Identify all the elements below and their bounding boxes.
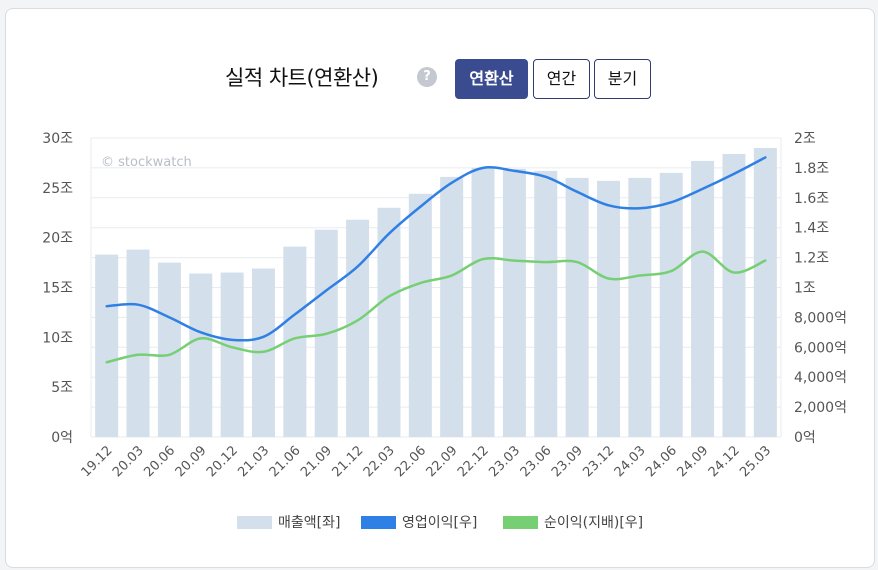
left-tick-label: 30조 [42, 131, 73, 147]
x-tick-label: 23.09 [549, 443, 586, 480]
x-tick-label: 21.03 [235, 443, 272, 480]
x-tick-label: 22.06 [392, 443, 429, 480]
x-tick-label: 20.09 [173, 443, 210, 480]
revenue-bar[interactable] [565, 177, 589, 437]
left-tick-label: 10조 [42, 330, 73, 346]
revenue-bar[interactable] [440, 176, 464, 437]
legend-label[interactable]: 순이익(지배)[우] [544, 515, 643, 531]
annualized-button[interactable]: 연환산 [455, 59, 528, 99]
operating-profit-line[interactable] [105, 156, 767, 342]
revenue-bar[interactable] [283, 246, 307, 437]
revenue-bar[interactable] [408, 193, 432, 437]
revenue-bar[interactable] [502, 168, 526, 437]
legend: 매출액[좌] 영업이익[우] 순이익(지배)[우] [237, 515, 643, 531]
x-tick-label: 22.12 [455, 443, 492, 480]
x-tick-label: 21.12 [329, 443, 366, 480]
right-tick-label: 2,000억 [794, 400, 847, 416]
x-tick-label: 20.06 [141, 443, 178, 480]
line-series [105, 156, 767, 364]
right-tick-label: 6,000억 [794, 340, 847, 356]
left-tick-label: 15조 [42, 281, 73, 297]
revenue-bar[interactable] [471, 167, 495, 437]
revenue-bar[interactable] [126, 249, 150, 437]
legend-label[interactable]: 매출액[좌] [278, 515, 340, 531]
help-icon[interactable]: ? [417, 67, 437, 87]
right-tick-label: 1.8조 [794, 161, 829, 177]
revenue-bars [95, 147, 777, 438]
revenue-bar[interactable] [220, 272, 244, 437]
x-tick-label: 23.03 [486, 443, 523, 480]
x-axis-labels: 19.1220.0320.0620.0920.1221.0321.0621.09… [79, 443, 775, 480]
x-tick-label: 21.06 [267, 443, 304, 480]
right-tick-label: 1.6조 [794, 191, 829, 207]
revenue-bar[interactable] [534, 170, 558, 437]
net-income-line[interactable] [105, 250, 767, 364]
right-tick-label: 1조 [794, 281, 816, 297]
x-tick-label: 20.12 [204, 443, 241, 480]
revenue-bar[interactable] [659, 172, 683, 437]
legend-swatch [361, 516, 396, 529]
left-tick-label: 25조 [42, 181, 73, 197]
revenue-bar[interactable] [157, 262, 181, 437]
right-tick-label: 1.2조 [794, 251, 829, 267]
annual-button[interactable]: 연간 [533, 59, 590, 99]
x-tick-label: 23.12 [580, 443, 617, 480]
x-tick-label: 21.09 [298, 443, 335, 480]
legend-label[interactable]: 영업이익[우] [402, 515, 477, 531]
x-tick-label: 23.06 [518, 443, 555, 480]
revenue-bar[interactable] [189, 273, 213, 437]
revenue-bar[interactable] [597, 180, 620, 437]
x-tick-label: 22.03 [361, 443, 398, 480]
left-tick-label: 0억 [51, 430, 73, 446]
revenue-bar[interactable] [628, 177, 652, 437]
revenue-bar[interactable] [346, 219, 370, 437]
left-axis-labels: 0억 5조 10조 15조 20조 25조 30조 [42, 131, 73, 446]
chart-title: 실적 차트(연환산) [225, 66, 379, 90]
revenue-bar[interactable] [95, 254, 119, 437]
right-tick-label: 1.4조 [794, 221, 829, 237]
revenue-bar[interactable] [753, 147, 777, 437]
x-tick-label: 24.06 [643, 443, 680, 480]
x-tick-label: 19.12 [79, 443, 116, 480]
quarterly-button[interactable]: 분기 [594, 59, 651, 99]
right-tick-label: 8,000억 [794, 310, 847, 326]
right-tick-label: 0억 [794, 430, 816, 446]
legend-swatch [503, 516, 538, 529]
x-tick-label: 24.03 [612, 443, 649, 480]
x-tick-label: 20.03 [110, 443, 147, 480]
right-axis-labels: 0억 2,000억 4,000억 6,000억 8,000억 1조 1.2조 1.4조 1.6조… [794, 131, 847, 446]
watermark: © stockwatch [101, 155, 192, 170]
x-tick-label: 24.12 [706, 443, 743, 480]
x-tick-label: 22.09 [424, 443, 461, 480]
revenue-bar[interactable] [722, 153, 746, 438]
right-tick-label: 4,000억 [794, 370, 847, 386]
legend-swatch [237, 516, 272, 529]
revenue-bar[interactable] [377, 207, 401, 437]
left-tick-label: 20조 [42, 231, 73, 247]
left-tick-label: 5조 [51, 380, 73, 396]
x-tick-label: 25.03 [737, 443, 774, 480]
x-tick-label: 24.09 [674, 443, 711, 480]
right-tick-label: 2조 [794, 131, 816, 147]
revenue-bar[interactable] [691, 160, 715, 437]
